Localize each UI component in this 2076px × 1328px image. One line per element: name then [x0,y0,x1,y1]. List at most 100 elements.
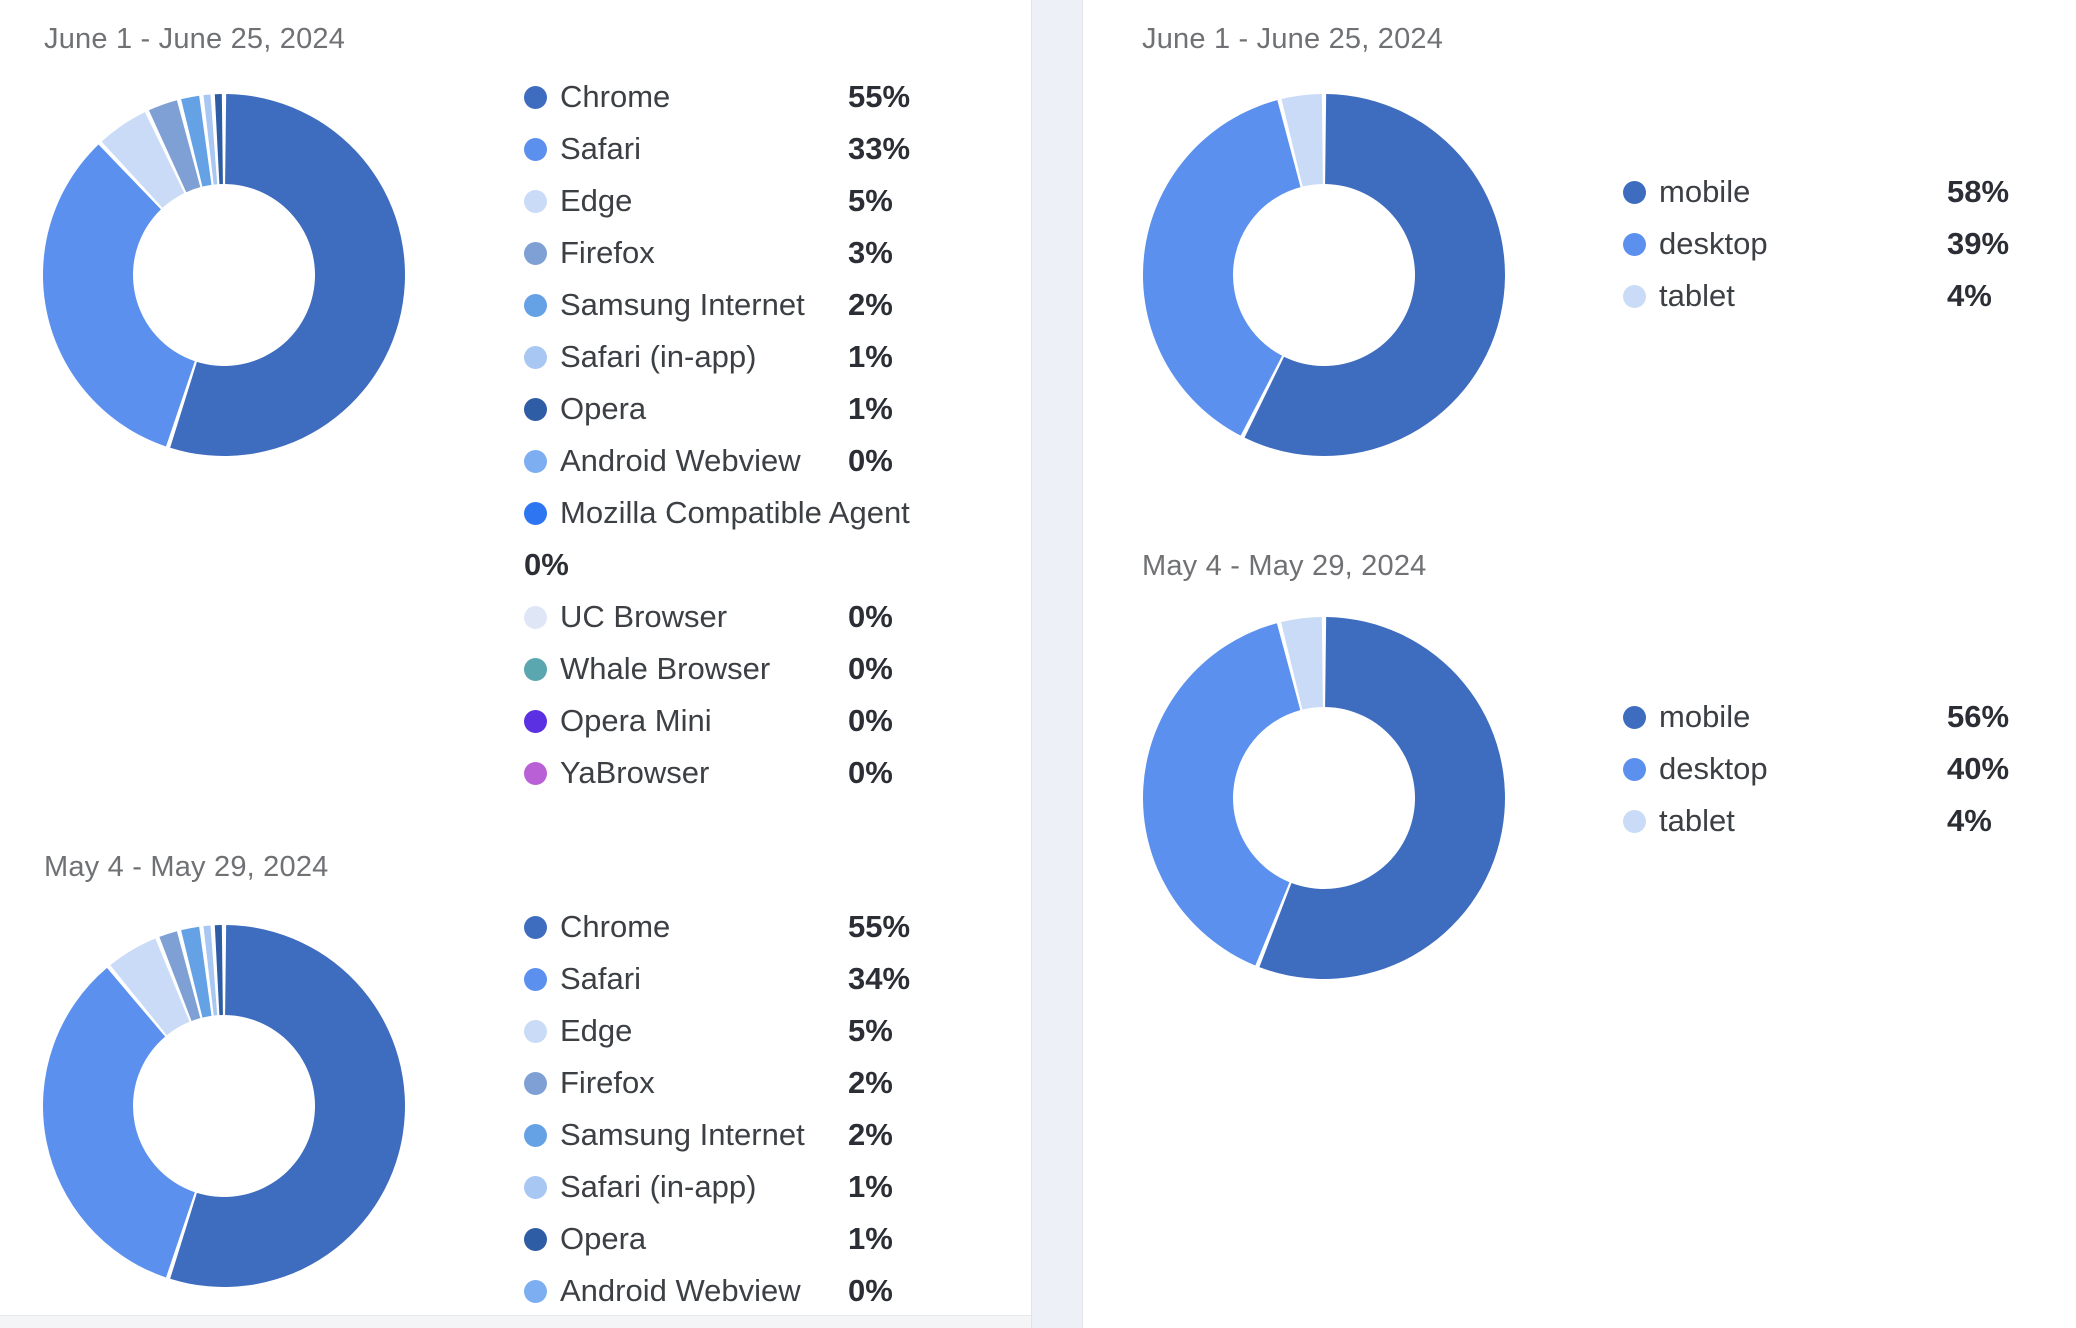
legend-label: Android Webview [560,1273,801,1308]
legend-color-dot [524,397,547,421]
legend-label: Samsung Internet [560,287,805,322]
legend-label: UC Browser [560,599,728,634]
legend-item: tablet 4% [1623,795,2075,847]
date-range-title-devices-may: May 4 - May 29, 2024 [1142,550,1427,582]
legend-label: Samsung Internet [560,1117,805,1152]
legend-value: 0% [848,1273,893,1308]
legend-label: Opera Mini [560,703,712,738]
legend-value: 5% [848,183,893,218]
legend-value: 4% [1947,803,1992,838]
legend-color-dot [1623,284,1646,308]
legend-label: mobile [1659,699,1751,734]
legend-item: Samsung Internet 2% [524,279,976,331]
legend-item: mobile 58% [1623,166,2075,218]
date-range-title-browsers-june: June 1 - June 25, 2024 [44,23,346,55]
donut-segment-safari-in-app-[interactable] [203,94,218,185]
browsers-donut-june[interactable] [43,94,405,456]
donut-segment-edge[interactable] [110,938,190,1036]
legend-label: Edge [560,183,633,218]
legend-value: 1% [848,339,893,374]
legend-color-dot [524,1175,547,1199]
legend-label: Edge [560,1013,633,1048]
legend-value: 40% [1947,751,2010,786]
legend-value: 56% [1947,699,2010,734]
legend-item: Android Webview 0% [524,435,976,487]
legend-color-dot [524,449,547,473]
browsers-legend-may: Chrome 55% Safari 34% Edge 5% Firefox 2% Samsung… [524,901,976,1317]
legend-color-dot [524,1279,547,1303]
donut-segment-chrome[interactable] [170,94,405,456]
legend-item: Opera Mini 0% [524,695,976,747]
legend-color-dot [524,657,547,681]
legend-label: Safari [560,961,641,996]
legend-color-dot [524,1123,547,1147]
date-range-title-devices-june: June 1 - June 25, 2024 [1142,23,1444,55]
donut-segment-opera[interactable] [214,94,223,185]
panel-divider [1031,0,1083,1328]
devices-donut-may[interactable] [1143,617,1505,979]
bottom-edge-strip [0,1315,1031,1328]
legend-item: Opera 1% [524,1213,976,1265]
legend-color-dot [524,85,547,109]
legend-color-dot [524,1019,547,1043]
legend-value: 58% [1947,174,2010,209]
legend-item: Android Webview 0% [524,1265,976,1317]
legend-item: tablet 4% [1623,270,2075,322]
legend-label: Whale Browser [560,651,771,686]
legend-value: 4% [1947,278,1992,313]
donut-segment-mobile[interactable] [1244,94,1505,456]
donut-segment-tablet[interactable] [1281,617,1323,710]
legend-label: Chrome [560,909,671,944]
legend-value: 1% [848,391,893,426]
donut-segment-desktop[interactable] [1143,100,1301,436]
legend-label: Safari (in-app) [560,1169,757,1204]
donut-segment-firefox[interactable] [159,931,201,1021]
donut-segment-safari[interactable] [43,144,195,447]
devices-legend-may: mobile 56% desktop 40% tablet 4% [1623,691,2075,847]
legend-label: Android Webview [560,443,801,478]
legend-label: tablet [1659,803,1735,838]
donut-segment-samsung-internet[interactable] [181,95,212,187]
legend-label: Chrome [560,79,671,114]
legend-item: Samsung Internet 2% [524,1109,976,1161]
legend-item: Safari 34% [524,953,976,1005]
donut-segment-tablet[interactable] [1281,94,1323,187]
legend-label: YaBrowser [560,755,710,790]
donut-segment-safari-in-app-[interactable] [203,925,218,1016]
legend-item: Safari 33% [524,123,976,175]
legend-label: desktop [1659,226,1768,261]
legend-item: Edge 5% [524,1005,976,1057]
legend-color-dot [1623,232,1646,256]
legend-value: 0% [524,547,569,582]
legend-value: 3% [848,235,893,270]
legend-color-dot [524,502,547,525]
legend-item: Safari (in-app) 1% [524,1161,976,1213]
donut-segment-firefox[interactable] [148,100,201,193]
legend-item: Firefox 3% [524,227,976,279]
donut-segment-desktop[interactable] [1143,623,1301,966]
legend-item: desktop 40% [1623,743,2075,795]
legend-color-dot [524,241,547,265]
legend-value: 39% [1947,226,2010,261]
donut-segment-safari[interactable] [43,967,195,1278]
legend-color-dot [524,709,547,733]
donut-segment-mobile[interactable] [1259,617,1505,979]
legend-color-dot [1623,180,1646,204]
legend-value: 0% [848,703,893,738]
legend-label: Opera [560,391,647,426]
legend-color-dot [524,915,547,939]
donut-segment-samsung-internet[interactable] [181,926,212,1018]
donut-segment-edge[interactable] [101,112,185,208]
legend-item: YaBrowser 0% [524,747,976,799]
legend-value: 2% [848,1065,893,1100]
legend-label: tablet [1659,278,1735,313]
legend-value: 33% [848,131,911,166]
donut-segment-chrome[interactable] [170,925,405,1287]
browsers-donut-may[interactable] [43,925,405,1287]
legend-item: Chrome 55% [524,901,976,953]
legend-color-dot [524,605,547,629]
devices-donut-june[interactable] [1143,94,1505,456]
donut-segment-opera[interactable] [214,925,223,1016]
legend-value: 5% [848,1013,893,1048]
legend-color-dot [1623,705,1646,729]
